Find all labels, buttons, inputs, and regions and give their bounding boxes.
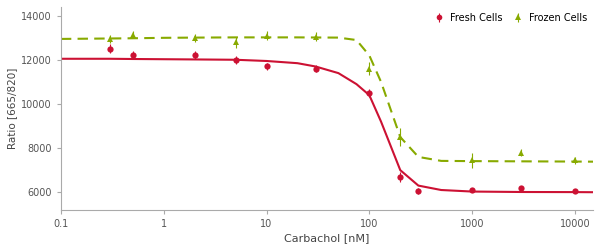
X-axis label: Carbachol [nM]: Carbachol [nM] [284,233,370,243]
Legend: Fresh Cells, Frozen Cells: Fresh Cells, Frozen Cells [428,9,591,27]
Y-axis label: Ratio [665/820]: Ratio [665/820] [7,68,17,149]
